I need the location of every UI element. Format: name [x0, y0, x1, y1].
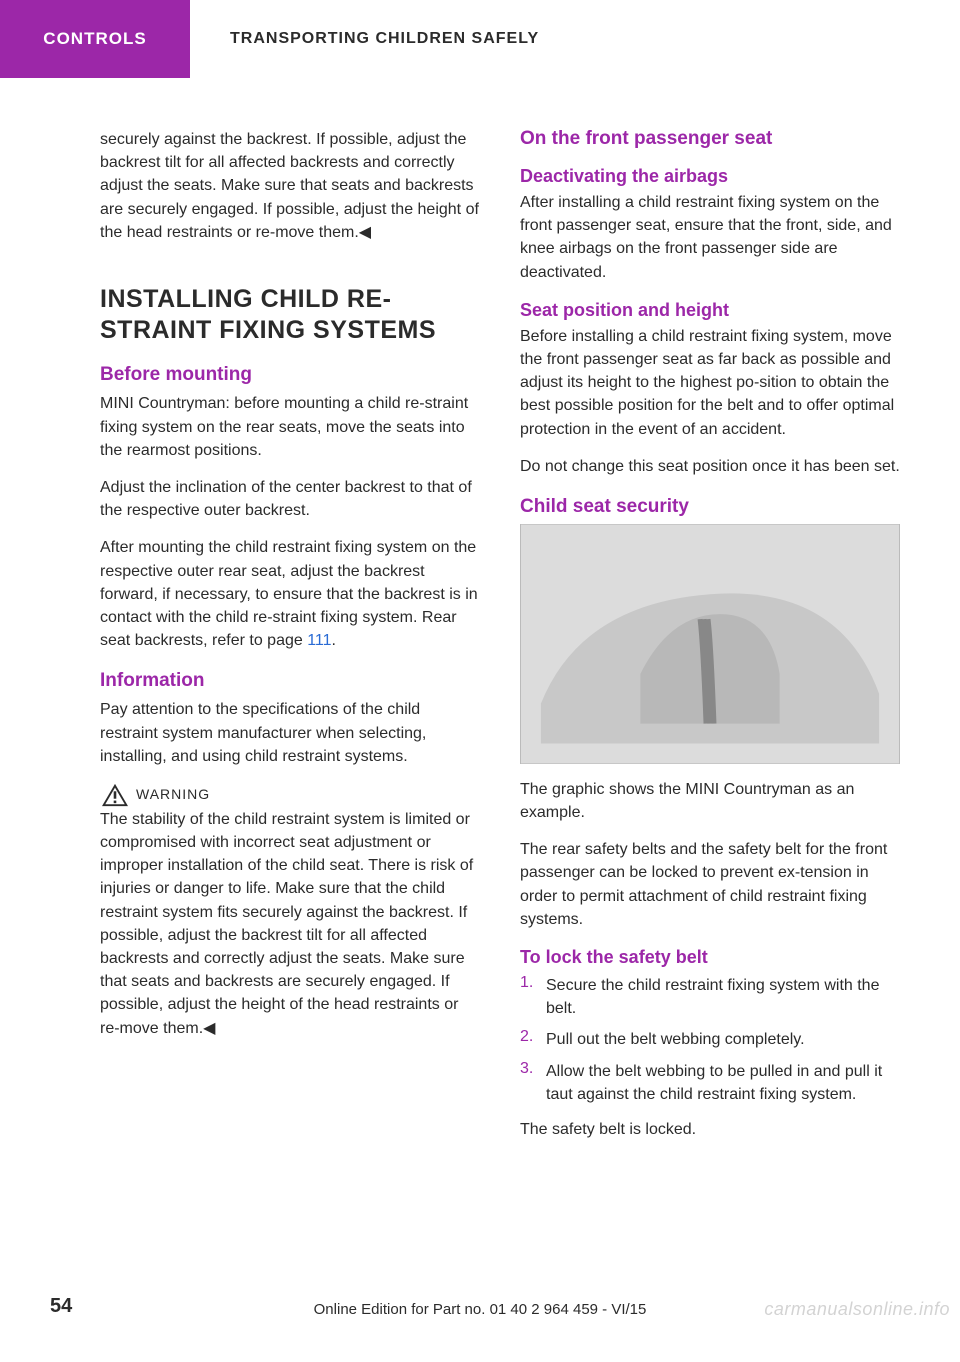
- list-text: Secure the child restraint fixing system…: [546, 974, 900, 1020]
- list-number: 2.: [520, 1028, 546, 1051]
- left-column: securely against the backrest. If possib…: [100, 128, 480, 1155]
- list-number: 1.: [520, 974, 546, 1020]
- header-tab: CONTROLS: [0, 0, 190, 78]
- child-seat-p: The rear safety belts and the safety bel…: [520, 838, 900, 931]
- subheading-deactivating-airbags: Deactivating the airbags: [520, 166, 900, 187]
- subheading-front-passenger: On the front passenger seat: [520, 128, 900, 150]
- section-heading-installing: INSTALLING CHILD RE‐STRAINT FIXING SYSTE…: [100, 284, 480, 347]
- subheading-information: Information: [100, 670, 480, 692]
- before-mounting-p3a: After mounting the child restraint fixin…: [100, 539, 478, 649]
- seat-position-p1: Before installing a child restraint fixi…: [520, 325, 900, 441]
- list-text: Allow the belt webbing to be pulled in a…: [546, 1060, 900, 1106]
- list-number: 3.: [520, 1060, 546, 1106]
- lock-belt-list: 1. Secure the child restraint fixing sys…: [520, 974, 900, 1106]
- header-section-label: TRANSPORTING CHILDREN SAFELY: [230, 30, 539, 48]
- warning-paragraph: WARNING The stability of the child restr…: [100, 782, 480, 1040]
- page: CONTROLS TRANSPORTING CHILDREN SAFELY se…: [0, 0, 960, 1362]
- lock-belt-after: The safety belt is locked.: [520, 1118, 900, 1141]
- child-seat-image: [520, 524, 900, 764]
- page-header: CONTROLS TRANSPORTING CHILDREN SAFELY: [0, 0, 960, 78]
- warning-label: WARNING: [136, 786, 210, 802]
- deactivating-p: After installing a child restraint fixin…: [520, 191, 900, 284]
- before-mounting-p2: Adjust the inclination of the center bac…: [100, 476, 480, 522]
- page-link-111[interactable]: 111: [307, 632, 331, 649]
- subheading-lock-belt: To lock the safety belt: [520, 947, 900, 968]
- list-text: Pull out the belt webbing completely.: [546, 1028, 805, 1051]
- intro-paragraph: securely against the backrest. If possib…: [100, 128, 480, 244]
- warning-icon: [100, 782, 130, 808]
- information-p1: Pay attention to the specifications of t…: [100, 698, 480, 768]
- watermark: carmanualsonline.info: [764, 1299, 950, 1320]
- before-mounting-p3b: .: [332, 632, 336, 649]
- subheading-child-seat-security: Child seat security: [520, 496, 900, 518]
- subheading-before-mounting: Before mounting: [100, 364, 480, 386]
- before-mounting-p3: After mounting the child restraint fixin…: [100, 536, 480, 652]
- content-columns: securely against the backrest. If possib…: [0, 78, 960, 1155]
- before-mounting-p1: MINI Countryman: before mounting a child…: [100, 392, 480, 462]
- warning-block: WARNING The stability of the child restr…: [100, 782, 480, 1040]
- warning-text: The stability of the child restraint sys…: [100, 811, 473, 1037]
- list-item: 1. Secure the child restraint fixing sys…: [520, 974, 900, 1020]
- right-column: On the front passenger seat Deactivating…: [520, 128, 900, 1155]
- child-seat-caption: The graphic shows the MINI Countryman as…: [520, 778, 900, 824]
- seat-position-p2: Do not change this seat position once it…: [520, 455, 900, 478]
- subheading-seat-position: Seat position and height: [520, 300, 900, 321]
- header-tab-label: CONTROLS: [43, 29, 146, 49]
- list-item: 3. Allow the belt webbing to be pulled i…: [520, 1060, 900, 1106]
- header-section: TRANSPORTING CHILDREN SAFELY: [190, 0, 960, 78]
- list-item: 2. Pull out the belt webbing completely.: [520, 1028, 900, 1051]
